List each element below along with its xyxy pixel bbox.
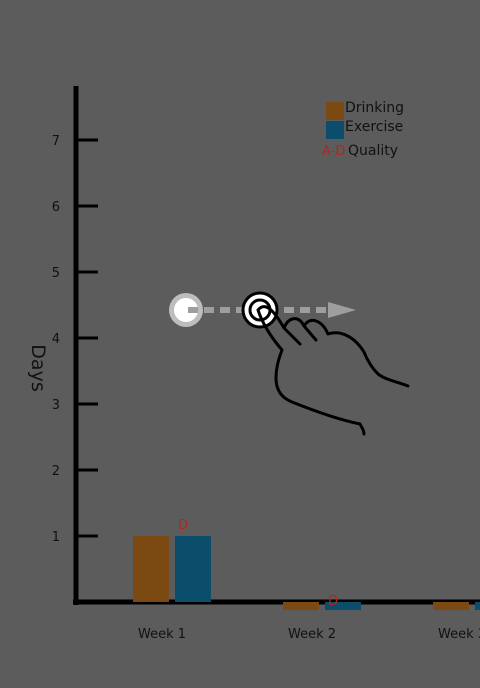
- legend-label-drinking: Drinking: [345, 100, 404, 116]
- quality-grade-label: D: [328, 594, 338, 609]
- y-tick-label: 2: [52, 464, 60, 479]
- y-tick-label: 3: [52, 398, 60, 413]
- chart-bars: DD: [133, 518, 480, 610]
- bar-drinking: [433, 602, 469, 610]
- y-tick-label: 7: [52, 134, 60, 149]
- bar-drinking: [283, 602, 319, 610]
- y-tick-label: 6: [52, 200, 60, 215]
- quality-grade-label: D: [178, 518, 188, 533]
- y-axis-label: Days: [27, 344, 49, 391]
- legend-label-exercise: Exercise: [345, 119, 403, 135]
- category-label: Week 1: [138, 627, 186, 642]
- legend-label-quality: Quality: [348, 143, 398, 159]
- chart-legend: Drinking Exercise A-D Quality: [322, 100, 404, 159]
- bar-exercise: [475, 602, 480, 610]
- bar-exercise: [325, 602, 361, 610]
- legend-swatch-exercise: [326, 121, 344, 139]
- chart-axes: [73, 86, 480, 605]
- bar-drinking: [133, 536, 169, 602]
- y-tick-label: 5: [52, 266, 60, 281]
- category-labels: Week 1 Week 2 Week 3: [138, 627, 480, 642]
- category-label: Week 2: [288, 627, 336, 642]
- category-label: Week 3: [438, 627, 480, 642]
- y-tick-label: 4: [52, 332, 60, 347]
- y-tick-label: 1: [52, 530, 60, 545]
- legend-swatch-drinking: [326, 102, 344, 120]
- y-axis-ticks: 1 2 3 4 5 6 7: [52, 134, 98, 545]
- legend-quality-key: A-D: [322, 144, 345, 159]
- bar-exercise: [175, 536, 211, 602]
